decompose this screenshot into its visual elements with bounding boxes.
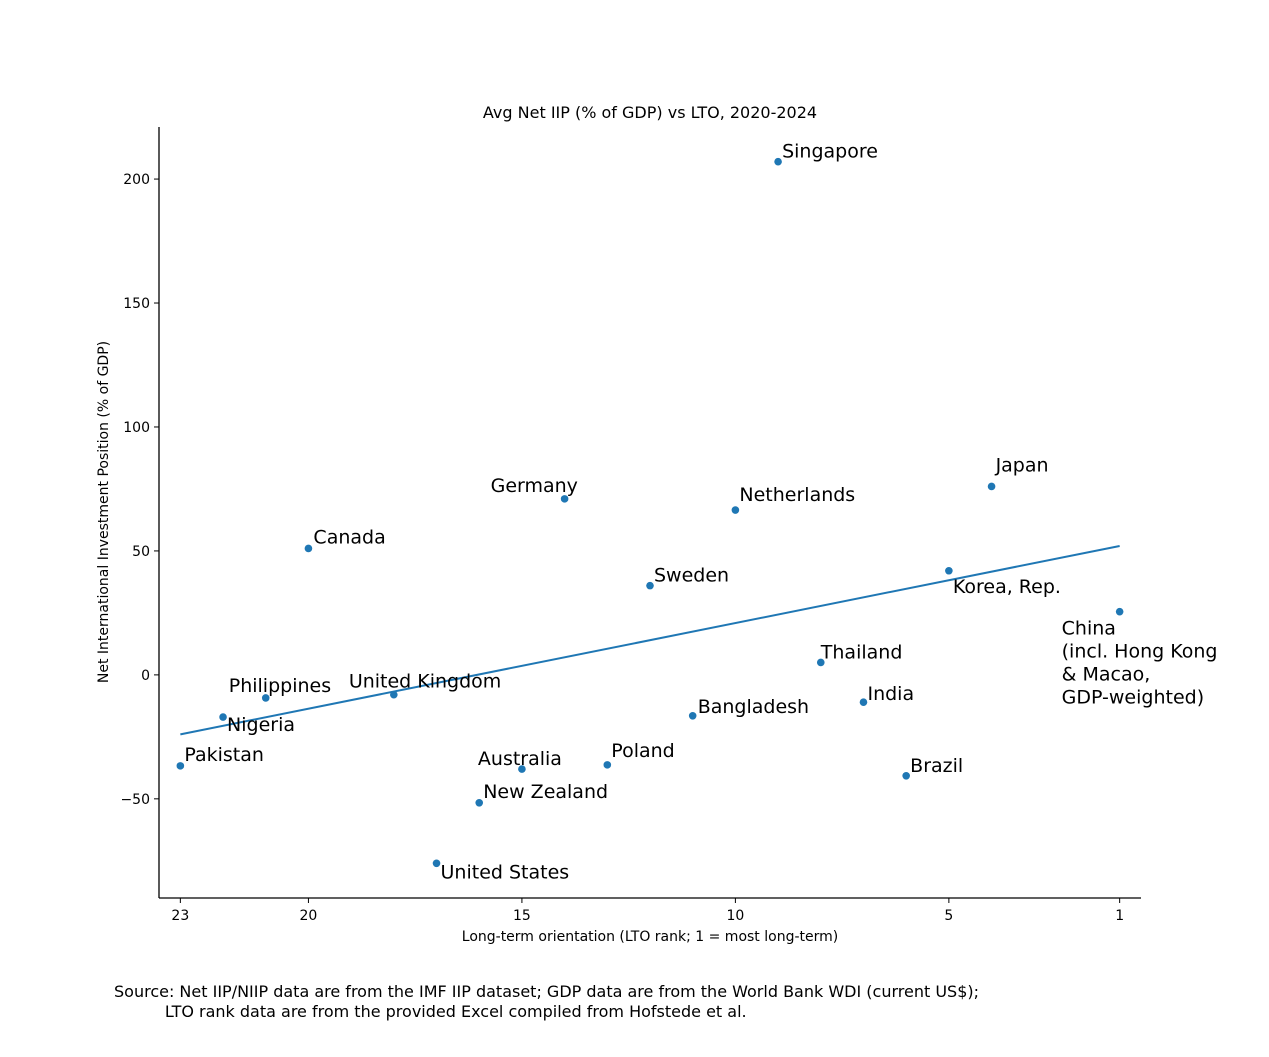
data-point xyxy=(518,765,526,773)
data-point xyxy=(1115,607,1124,616)
y-tick-label: 100 xyxy=(123,420,150,436)
source-note: Source: Net IIP/NIIP data are from the I… xyxy=(114,982,979,1022)
point-label: Singapore xyxy=(782,141,878,163)
data-point xyxy=(390,690,398,699)
point-label: Pakistan xyxy=(184,744,264,766)
data-point xyxy=(859,698,868,706)
data-point xyxy=(475,799,484,807)
chart-title: Avg Net IIP (% of GDP) vs LTO, 2020-2024 xyxy=(483,103,817,122)
data-point xyxy=(560,495,569,503)
data-point xyxy=(731,506,740,514)
x-tick-label: 20 xyxy=(300,908,318,924)
point-label: Netherlands xyxy=(739,484,855,506)
point-label: Germany xyxy=(491,475,578,497)
data-point xyxy=(219,713,227,721)
x-tick-label: 23 xyxy=(171,908,189,924)
y-tick-label: 200 xyxy=(123,172,150,188)
point-label: Bangladesh xyxy=(698,696,809,718)
data-point xyxy=(987,482,996,491)
point-label: Sweden xyxy=(654,565,729,587)
point-label: China (incl. Hong Kong & Macao, GDP-weighte… xyxy=(1062,618,1218,709)
point-label: Poland xyxy=(611,740,674,762)
x-tick-label: 10 xyxy=(726,908,744,924)
y-tick-label: 150 xyxy=(123,296,150,312)
source-line-2: LTO rank data are from the provided Exce… xyxy=(114,1002,747,1021)
data-point xyxy=(646,581,654,590)
data-point xyxy=(945,566,953,575)
trend-line xyxy=(180,544,1120,736)
data-point xyxy=(774,157,782,166)
data-point xyxy=(603,761,612,769)
data-point xyxy=(902,771,910,780)
x-tick-label: 1 xyxy=(1115,908,1124,924)
x-tick-label: 5 xyxy=(944,908,953,924)
y-tick-label: 50 xyxy=(132,544,150,560)
point-label: Philippines xyxy=(229,675,331,697)
x-axis-label: Long-term orientation (LTO rank; 1 = mos… xyxy=(462,929,838,945)
y-tick-label: 0 xyxy=(141,668,150,684)
point-label: Australia xyxy=(478,748,562,770)
point-label: Thailand xyxy=(820,641,903,663)
point-label: Japan xyxy=(995,454,1049,476)
point-label: Canada xyxy=(313,526,385,548)
data-point xyxy=(261,694,270,702)
point-label: Brazil xyxy=(910,755,963,777)
source-line-1: Source: Net IIP/NIIP data are from the I… xyxy=(114,982,980,1001)
y-tick-label: −50 xyxy=(120,792,150,808)
data-point xyxy=(432,859,441,868)
data-point xyxy=(816,658,825,667)
point-label: Nigeria xyxy=(227,714,295,736)
y-axis-label: Net International Investment Position (%… xyxy=(96,341,112,683)
point-label: United States xyxy=(441,861,570,883)
point-label: Korea, Rep. xyxy=(953,576,1061,598)
point-label: India xyxy=(867,683,914,705)
data-point xyxy=(176,762,185,770)
x-tick-label: 15 xyxy=(513,908,531,924)
point-label: New Zealand xyxy=(483,781,608,803)
data-point xyxy=(304,544,313,553)
data-point xyxy=(688,711,697,720)
point-label: United Kingdom xyxy=(349,671,502,693)
